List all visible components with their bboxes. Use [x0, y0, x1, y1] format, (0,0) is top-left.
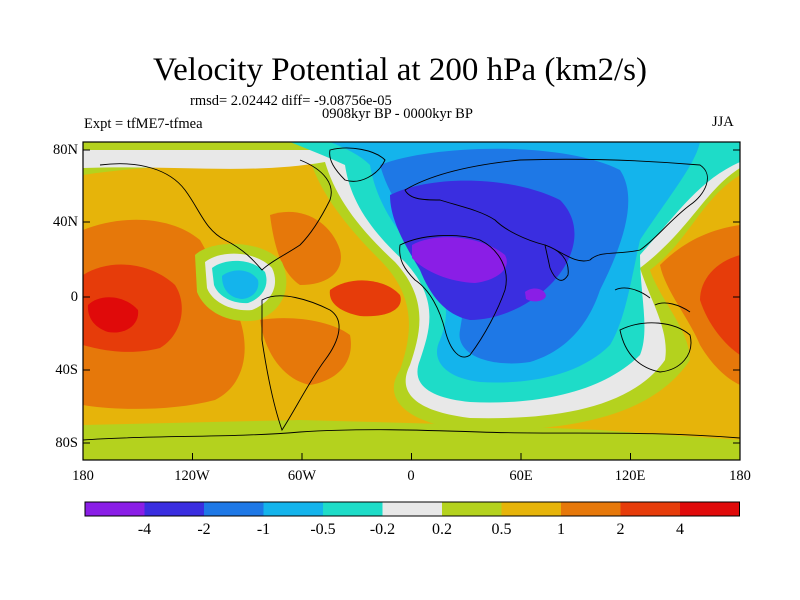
- y-tick-label-80s: 80S: [55, 435, 78, 451]
- x-tick-label-180w: 180: [72, 468, 94, 484]
- africa-coast: [399, 234, 507, 358]
- x-tick-label-120w: 120W: [174, 468, 210, 484]
- australia-coast: [619, 322, 692, 373]
- africa-violet-core: [412, 237, 507, 283]
- stats-label: rmsd= 2.02442 diff= -9.08756e-05: [190, 93, 392, 109]
- india-coast: [544, 244, 569, 281]
- colorbar-box-1: [144, 502, 204, 516]
- colorbar: [84, 501, 740, 517]
- colorbar-label-05: 0.5: [491, 521, 512, 538]
- x-tick-marks: [82, 453, 741, 460]
- colorbar-label-2: 2: [616, 521, 625, 538]
- y-tick-marks: [83, 149, 740, 444]
- x-tick-label-0: 0: [407, 468, 415, 484]
- x-tick-label-60e: 60E: [509, 468, 533, 484]
- map-frame: [82, 141, 741, 461]
- colorbar-box-5: [382, 502, 442, 516]
- x-tick-label-120e: 120E: [614, 468, 646, 484]
- maritime-continent-coast: [614, 287, 691, 313]
- colorbar-box-6: [442, 502, 502, 516]
- colorbar-label-4: 4: [676, 521, 684, 538]
- americas-orange-arc: [270, 211, 341, 285]
- colorbar-box-0: [85, 502, 145, 516]
- y-tick-label-80n: 80N: [53, 142, 78, 158]
- centralamerica-cyan-core: [222, 270, 259, 299]
- colorbar-box-9: [620, 502, 680, 516]
- colorbar-label-neg4: -4: [137, 521, 152, 538]
- colorbar-box-3: [263, 502, 323, 516]
- experiment-label: Expt = tfME7-tfmea: [84, 116, 203, 132]
- colorbar-box-2: [204, 502, 264, 516]
- colorbar-label-1: 1: [557, 521, 565, 538]
- colorbar-label-neg2: -2: [197, 521, 211, 538]
- westpacific-dark-orange-region: [700, 255, 740, 355]
- contour-fill-layer: [83, 142, 740, 460]
- colorbar-label-neg05: -0.5: [310, 521, 336, 538]
- colorbar-box-8: [561, 502, 621, 516]
- southamerica-orange-tongue: [260, 318, 351, 385]
- colorbar-box-4: [323, 502, 383, 516]
- colorbar-box-10: [680, 502, 740, 516]
- plot-title: Velocity Potential at 200 hPa (km2/s): [152, 52, 648, 88]
- indianocean-violet-spot: [525, 288, 546, 302]
- colorbar-label-02: 0.2: [432, 521, 452, 538]
- colorbar-border: [84, 501, 740, 517]
- y-tick-label-40s: 40S: [55, 362, 78, 378]
- x-tick-label-60w: 60W: [287, 468, 317, 484]
- southern-lime-band: [83, 420, 740, 460]
- y-tick-label-0: 0: [70, 289, 78, 305]
- colorbar-box-7: [501, 502, 561, 516]
- season-label: JJA: [712, 114, 734, 130]
- colorbar-label-neg02: -0.2: [369, 521, 396, 538]
- period-label: 0908kyr BP - 0000kyr BP: [322, 106, 473, 122]
- coastlines: [83, 147, 740, 441]
- x-tick-label-180e: 180: [729, 468, 751, 484]
- atlantic-dark-orange-cell: [329, 280, 401, 317]
- y-tick-label-40n: 40N: [53, 214, 78, 230]
- eurasia-coast: [404, 158, 708, 262]
- pacific-red-core: [87, 297, 139, 333]
- antarctica-coast: [83, 429, 740, 441]
- south-america-coast: [261, 295, 340, 432]
- colorbar-label-neg1: -1: [256, 521, 271, 538]
- north-america-coast: [99, 159, 332, 271]
- greenland-coast: [329, 147, 386, 182]
